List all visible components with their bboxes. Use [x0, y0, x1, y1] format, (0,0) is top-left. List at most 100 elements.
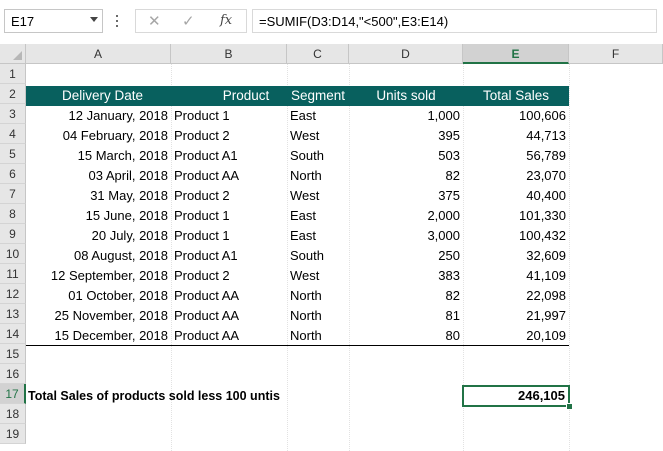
row-header-3[interactable]: 3: [0, 104, 26, 124]
cell-units[interactable]: 3,000: [427, 228, 460, 243]
cell-date[interactable]: 01 October, 2018: [68, 288, 168, 303]
cell-units[interactable]: 375: [438, 188, 460, 203]
cell-sales[interactable]: 23,070: [526, 168, 566, 183]
cell-units[interactable]: 82: [445, 168, 460, 183]
cell-units[interactable]: 82: [445, 288, 460, 303]
column-header-b[interactable]: B: [171, 44, 287, 64]
cell-date[interactable]: 20 July, 2018: [91, 228, 168, 243]
row-header-19[interactable]: 19: [0, 424, 26, 444]
row-header-7[interactable]: 7: [0, 184, 26, 204]
cell-units[interactable]: 395: [438, 128, 460, 143]
cell-sales[interactable]: 100,432: [519, 228, 566, 243]
column-header-e[interactable]: E: [463, 44, 569, 64]
header-units-sold[interactable]: Units sold: [349, 86, 463, 106]
cell-sales[interactable]: 21,997: [526, 308, 566, 323]
chevron-down-icon[interactable]: [90, 17, 98, 22]
cell-sales[interactable]: 44,713: [526, 128, 566, 143]
cell-date[interactable]: 12 January, 2018: [68, 108, 169, 123]
row-header-13[interactable]: 13: [0, 304, 26, 324]
cell-units[interactable]: 2,000: [427, 208, 460, 223]
cell-sales[interactable]: 32,609: [526, 248, 566, 263]
cell-segment[interactable]: South: [290, 248, 324, 263]
cell-product[interactable]: Product AA: [174, 168, 240, 183]
cell-date[interactable]: 15 December, 2018: [54, 328, 168, 343]
cell-product[interactable]: Product 1: [174, 108, 230, 123]
cell-date[interactable]: 15 March, 2018: [77, 148, 168, 163]
cell-sales[interactable]: 100,606: [519, 108, 566, 123]
cell-product[interactable]: Product A1: [174, 248, 238, 263]
row-header-11[interactable]: 11: [0, 264, 26, 284]
cell-product[interactable]: Product AA: [174, 328, 240, 343]
row-header-14[interactable]: 14: [0, 324, 26, 344]
formula-input[interactable]: =SUMIF(D3:D14,"<500",E3:E14): [252, 9, 657, 33]
cell-units[interactable]: 383: [438, 268, 460, 283]
cell-segment[interactable]: West: [290, 188, 320, 203]
row-header-1[interactable]: 1: [0, 64, 26, 84]
column-header-f[interactable]: F: [569, 44, 663, 64]
header-total-sales[interactable]: Total Sales: [463, 86, 569, 106]
row-header-8[interactable]: 8: [0, 204, 26, 224]
header-delivery-date[interactable]: Delivery Date: [26, 86, 171, 106]
cell-product[interactable]: Product 2: [174, 128, 230, 143]
cell-sales[interactable]: 41,109: [526, 268, 566, 283]
cell-units[interactable]: 80: [445, 328, 460, 343]
cancel-icon[interactable]: ✕: [148, 13, 161, 30]
cell-date[interactable]: 31 May, 2018: [90, 188, 168, 203]
row-header-9[interactable]: 9: [0, 224, 26, 244]
summary-value-selected-cell[interactable]: 246,105: [462, 385, 570, 407]
summary-label[interactable]: Total Sales of products sold less 100 un…: [28, 389, 280, 403]
cell-product[interactable]: Product 2: [174, 188, 230, 203]
fill-handle[interactable]: [566, 403, 573, 410]
row-header-18[interactable]: 18: [0, 404, 26, 424]
cell-segment[interactable]: North: [290, 328, 322, 343]
cell-segment[interactable]: East: [290, 228, 317, 243]
cell-segment[interactable]: East: [290, 108, 317, 123]
cell-sales[interactable]: 22,098: [526, 288, 566, 303]
column-header-c[interactable]: C: [287, 44, 349, 64]
more-options-icon[interactable]: [116, 13, 119, 29]
cell-units[interactable]: 1,000: [427, 108, 460, 123]
insert-function-icon[interactable]: fx: [220, 13, 233, 28]
cell-sales[interactable]: 40,400: [526, 188, 566, 203]
cell-sales[interactable]: 20,109: [526, 328, 566, 343]
enter-icon[interactable]: ✓: [182, 13, 195, 30]
cell-date[interactable]: 15 June, 2018: [85, 208, 168, 223]
name-box[interactable]: E17: [4, 9, 103, 33]
cell-sales[interactable]: 101,330: [519, 208, 566, 223]
cell-product[interactable]: Product 2: [174, 268, 230, 283]
row-header-12[interactable]: 12: [0, 284, 26, 304]
cell-product[interactable]: Product 1: [174, 228, 230, 243]
row-header-6[interactable]: 6: [0, 164, 26, 184]
cell-date[interactable]: 03 April, 2018: [88, 168, 168, 183]
cell-date[interactable]: 08 August, 2018: [74, 248, 168, 263]
cell-date[interactable]: 12 September, 2018: [50, 268, 168, 283]
row-header-10[interactable]: 10: [0, 244, 26, 264]
cell-segment[interactable]: West: [290, 128, 320, 143]
cell-segment[interactable]: West: [290, 268, 320, 283]
cell-units[interactable]: 81: [445, 308, 460, 323]
cell-product[interactable]: Product 1: [174, 208, 230, 223]
cell-date[interactable]: 25 November, 2018: [54, 308, 168, 323]
row-header-17[interactable]: 17: [0, 384, 26, 404]
column-header-d[interactable]: D: [349, 44, 463, 64]
header-segment[interactable]: Segment: [287, 86, 349, 106]
cell-date[interactable]: 04 February, 2018: [62, 128, 168, 143]
cell-segment[interactable]: North: [290, 288, 322, 303]
cell-units[interactable]: 250: [438, 248, 460, 263]
header-product[interactable]: Product: [171, 86, 287, 106]
cell-sales[interactable]: 56,789: [526, 148, 566, 163]
cell-product[interactable]: Product AA: [174, 288, 240, 303]
row-header-2[interactable]: 2: [0, 84, 26, 104]
cell-segment[interactable]: South: [290, 148, 324, 163]
cell-product[interactable]: Product A1: [174, 148, 238, 163]
row-header-4[interactable]: 4: [0, 124, 26, 144]
cell-segment[interactable]: East: [290, 208, 317, 223]
cell-units[interactable]: 503: [438, 148, 460, 163]
cell-product[interactable]: Product AA: [174, 308, 240, 323]
cell-segment[interactable]: North: [290, 308, 322, 323]
row-header-15[interactable]: 15: [0, 344, 26, 364]
select-all-button[interactable]: [0, 44, 26, 64]
cell-segment[interactable]: North: [290, 168, 322, 183]
column-header-a[interactable]: A: [26, 44, 171, 64]
row-header-5[interactable]: 5: [0, 144, 26, 164]
